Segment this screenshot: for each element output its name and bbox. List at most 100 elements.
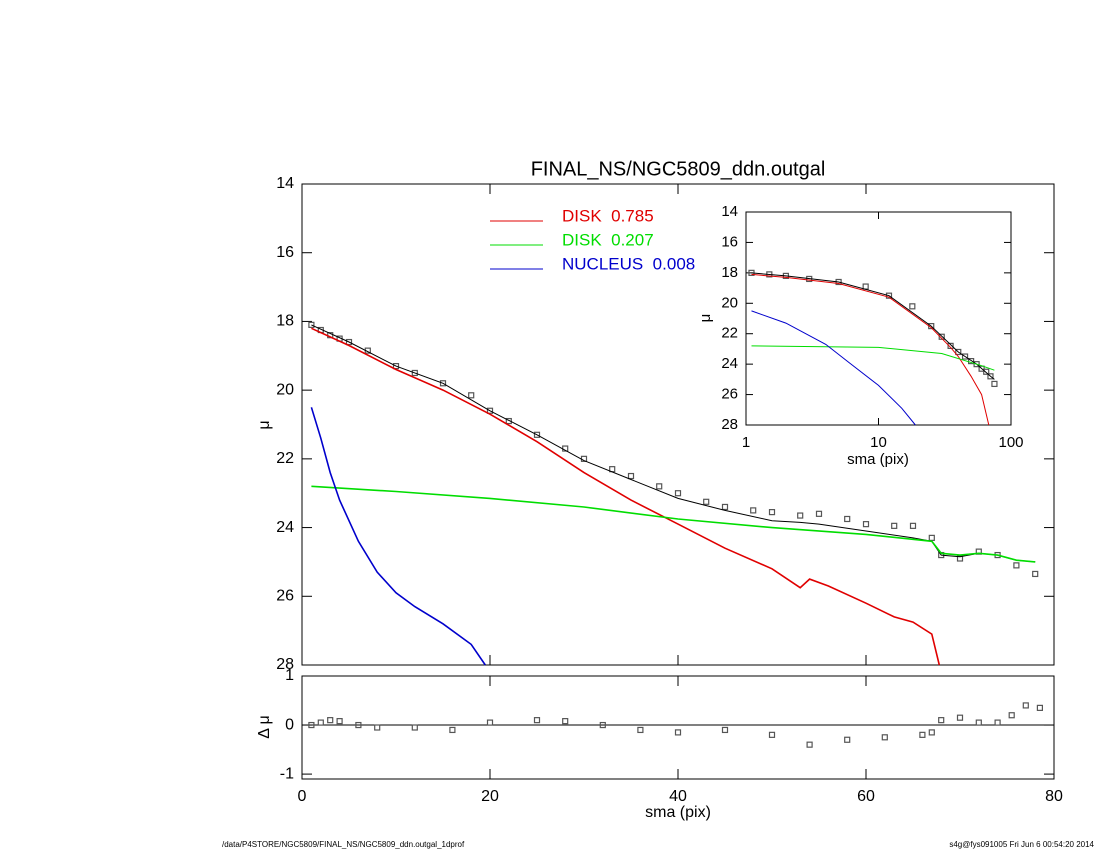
data-point — [768, 731, 776, 738]
data-point — [909, 522, 917, 529]
data-point — [983, 368, 990, 375]
y-tick-label: -1 — [280, 765, 294, 782]
data-point — [891, 522, 898, 529]
data-point — [533, 717, 541, 724]
data-point — [486, 407, 494, 414]
chart-title: FINAL_NS/NGC5809_ddn.outgal — [531, 158, 826, 180]
data-point — [955, 348, 962, 356]
data-point — [1036, 704, 1044, 711]
data-point — [844, 736, 851, 743]
data-point — [449, 726, 456, 734]
data-point — [721, 503, 729, 511]
y-tick-label: 16 — [721, 233, 738, 250]
model-line — [311, 327, 941, 666]
x-tick-label: 60 — [857, 788, 875, 805]
y-tick-label: 14 — [721, 203, 738, 220]
data-point — [909, 303, 916, 310]
data-point — [486, 719, 494, 726]
model-line — [310, 407, 486, 666]
data-point — [938, 333, 945, 340]
data-point — [987, 373, 994, 380]
footer-path: /data/P4STORE/NGC5809/FINAL_NS/NGC5809_d… — [222, 840, 465, 849]
data-point — [975, 719, 982, 726]
data-point — [750, 507, 757, 514]
x-axis-label: sma (pix) — [645, 804, 711, 821]
data-point — [1022, 702, 1029, 709]
model-line — [751, 272, 995, 380]
data-point — [991, 380, 998, 388]
model-line — [751, 345, 995, 371]
legend-label: DISK 0.207 — [562, 230, 654, 249]
data-point — [947, 342, 954, 349]
y-axis-label: μ — [256, 420, 273, 429]
y-tick-label: 1 — [285, 667, 294, 684]
data-point — [844, 515, 851, 523]
x-tick-label: 20 — [481, 788, 499, 805]
data-point — [562, 718, 569, 725]
data-point — [599, 721, 606, 729]
data-point — [797, 512, 804, 519]
data-point — [355, 721, 362, 729]
data-point — [674, 490, 682, 497]
data-point — [533, 431, 541, 438]
model-line — [751, 310, 916, 426]
data-point — [881, 734, 888, 741]
model-line — [311, 324, 1036, 563]
y-tick-label: 26 — [276, 588, 294, 605]
data-point — [1013, 562, 1020, 569]
data-point — [768, 509, 776, 516]
x-axis-label: sma (pix) — [847, 451, 909, 468]
y-tick-label: 20 — [276, 381, 294, 398]
data-point — [703, 498, 710, 505]
data-point — [928, 729, 935, 736]
data-point — [411, 724, 418, 731]
data-point — [919, 731, 926, 738]
y-tick-label: 28 — [276, 656, 294, 673]
legend-label: DISK 0.785 — [562, 206, 654, 225]
data-point — [336, 718, 343, 725]
data-point — [627, 472, 635, 480]
data-point — [468, 392, 475, 399]
data-point — [956, 555, 964, 562]
x-tick-label: 10 — [870, 434, 887, 451]
data-point — [885, 292, 893, 299]
data-point — [656, 483, 663, 490]
data-point — [317, 719, 324, 726]
data-point — [308, 721, 315, 729]
data-point — [975, 548, 982, 555]
data-point — [1032, 570, 1039, 578]
data-point — [1008, 712, 1015, 719]
y-tick-label: 22 — [276, 450, 294, 467]
data-point — [956, 714, 964, 721]
y-tick-label: 16 — [276, 244, 294, 261]
data-point — [938, 717, 945, 724]
data-point — [327, 717, 334, 724]
data-point — [973, 361, 980, 368]
y-tick-label: 0 — [285, 716, 294, 733]
inset-background — [746, 212, 1011, 425]
data-point — [374, 724, 381, 731]
data-point — [806, 741, 813, 748]
y-axis-label: μ — [697, 314, 714, 323]
model-line — [751, 273, 990, 426]
data-point — [815, 510, 823, 517]
data-point — [345, 338, 353, 346]
data-point — [392, 362, 400, 370]
data-point — [994, 719, 1001, 726]
data-point — [439, 380, 447, 387]
y-tick-label: 26 — [721, 386, 738, 403]
x-tick-label: 80 — [1045, 788, 1063, 805]
legend-label: NUCLEUS 0.008 — [562, 254, 695, 273]
data-point — [721, 726, 729, 734]
data-point — [961, 353, 969, 360]
x-tick-label: 0 — [298, 788, 307, 805]
y-axis-label: Δ μ — [256, 715, 273, 738]
data-point — [674, 729, 682, 736]
data-point — [637, 726, 644, 734]
data-point — [862, 521, 870, 528]
data-point — [411, 369, 418, 377]
x-tick-label: 1 — [742, 434, 750, 451]
y-tick-label: 22 — [721, 325, 738, 342]
y-tick-label: 18 — [721, 264, 738, 281]
